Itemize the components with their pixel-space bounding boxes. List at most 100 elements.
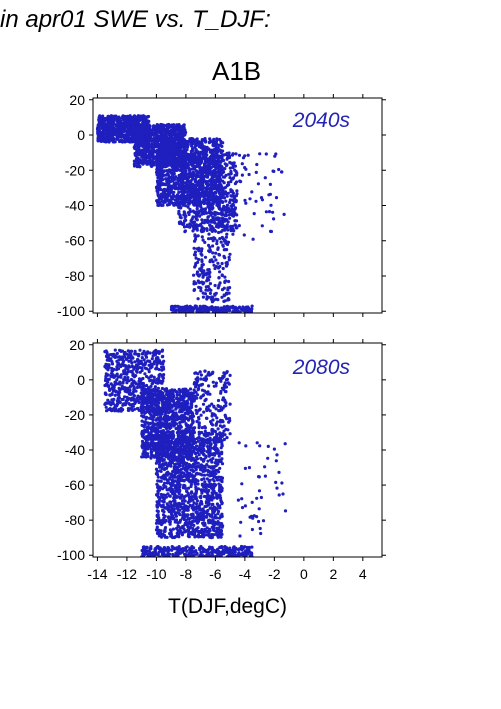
data-point [282,212,286,216]
data-point [208,219,212,223]
data-point [182,225,187,229]
data-point [135,132,139,136]
data-point [137,150,141,154]
data-point [204,272,208,276]
data-point [193,227,197,231]
data-point [181,153,185,157]
data-point [171,138,175,142]
data-point [131,392,135,396]
data-point [164,197,168,201]
data-point [152,447,156,451]
data-point [220,224,224,229]
data-point [104,374,108,378]
data-point [177,137,181,141]
data-point [216,212,220,216]
data-point [200,308,204,312]
data-point [187,212,191,217]
data-point [118,390,122,394]
data-point [137,400,141,405]
data-point [214,251,218,255]
data-point [114,132,119,136]
data-point [184,218,188,222]
data-point [165,192,169,196]
data-point [145,131,149,136]
data-point [194,184,198,188]
data-point [222,204,226,208]
data-point [196,194,200,198]
data-point [183,229,187,233]
data-point [186,172,190,176]
data-point [197,281,202,285]
data-point [129,356,133,360]
data-point [220,144,224,148]
data-point [264,152,268,156]
data-point [155,360,159,364]
data-point [178,421,182,425]
data-point [138,117,142,121]
data-point [155,133,159,137]
data-point [110,398,114,402]
data-point [217,158,221,163]
data-point [124,357,128,361]
data-point [179,133,183,137]
data-point [193,250,197,254]
data-point [182,139,186,143]
data-point [110,372,114,377]
data-point [208,282,212,286]
data-point [228,216,232,220]
data-point [210,151,214,155]
data-point [231,165,235,169]
data-point [213,221,217,225]
data-point [172,190,176,194]
data-point [156,180,160,184]
data-point [143,361,148,365]
y-tick-label: -60 [65,233,85,249]
data-point [157,176,161,180]
data-point [226,191,230,195]
data-point [120,140,125,144]
data-point [137,159,141,163]
data-point [213,292,217,296]
data-point [166,149,170,153]
data-point [197,186,202,190]
data-point [216,286,220,290]
data-point [172,161,176,165]
data-point [223,256,227,260]
data-point [195,163,199,167]
data-point [135,396,139,400]
data-point [149,133,153,137]
data-point [126,365,130,369]
data-point [201,187,205,191]
data-point [180,190,184,194]
data-point [102,139,107,143]
data-point [164,151,168,155]
data-point [227,291,231,295]
data-point [213,148,217,152]
data-point [148,151,152,155]
data-point [123,351,127,355]
data-point [247,172,251,177]
data-point [135,125,139,129]
points-group-2080s [103,348,288,557]
data-point [193,237,198,241]
data-point [254,199,258,203]
data-point [218,270,222,274]
data-point [147,363,151,367]
data-point [156,356,160,360]
data-point [191,177,195,181]
data-point [209,190,213,194]
data-point [195,158,199,162]
data-point [194,140,198,144]
data-point [125,398,129,402]
data-point [108,118,112,122]
data-point [179,141,183,145]
data-point [200,259,204,264]
data-point [200,253,204,257]
data-point [200,218,204,222]
data-point [235,192,239,196]
data-point [186,143,190,147]
data-point [155,140,159,144]
data-point [167,193,171,197]
data-point [212,193,216,197]
data-point [207,278,211,282]
